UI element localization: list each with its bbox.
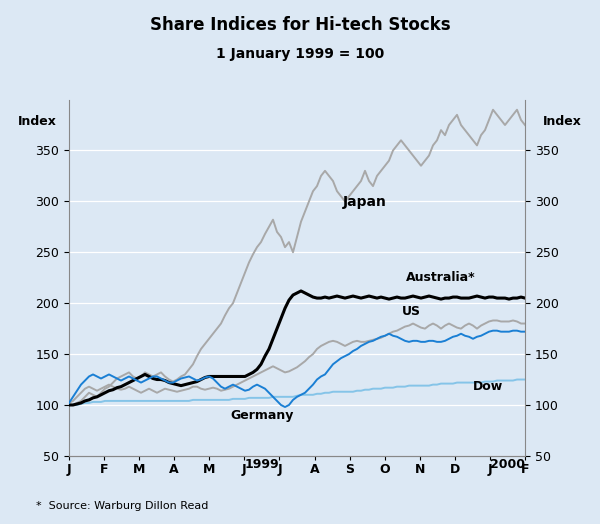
Text: Australia*: Australia*	[406, 271, 475, 284]
Text: 2000: 2000	[490, 458, 525, 471]
Text: Index: Index	[18, 115, 57, 128]
Text: 1 January 1999 = 100: 1 January 1999 = 100	[216, 47, 384, 61]
Text: Germany: Germany	[230, 409, 293, 422]
Text: Japan: Japan	[343, 195, 386, 210]
Text: Index: Index	[543, 115, 582, 128]
Text: 1999: 1999	[245, 458, 279, 471]
Text: Share Indices for Hi-tech Stocks: Share Indices for Hi-tech Stocks	[149, 16, 451, 34]
Text: US: US	[402, 305, 421, 319]
Text: *  Source: Warburg Dillon Read: * Source: Warburg Dillon Read	[36, 501, 208, 511]
Text: Dow: Dow	[472, 380, 503, 392]
